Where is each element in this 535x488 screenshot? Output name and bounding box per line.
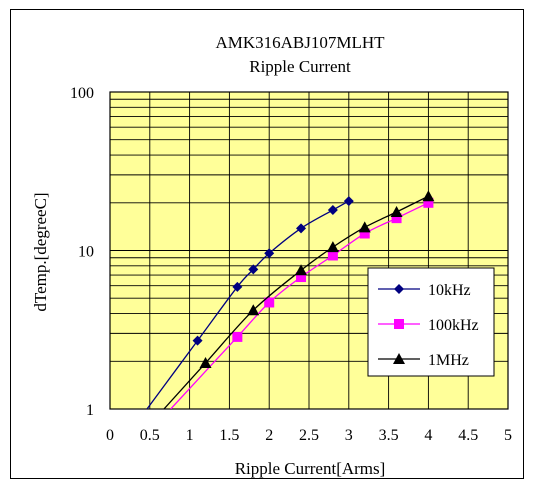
- axis-layer: 0 0.5 1 1.5 2 2.5 3 3.5 4 4.5 5 1 10 100: [70, 85, 512, 444]
- data-point-100kHz: [232, 331, 243, 342]
- x-tick-label: 3.5: [379, 427, 399, 444]
- data-point-100kHz: [359, 228, 370, 239]
- legend-marker-1MHz: [393, 353, 405, 364]
- data-point-10kHz: [248, 264, 259, 275]
- data-point-100kHz: [296, 272, 307, 283]
- data-point-100kHz: [327, 250, 338, 261]
- plot-border: [109, 91, 509, 410]
- x-tick-label: 0: [106, 427, 114, 444]
- data-point-10kHz: [232, 281, 243, 292]
- legend-label-1MHz: 1MHz: [428, 352, 469, 369]
- x-tick-label: 4.5: [458, 427, 478, 444]
- legend-box: [367, 267, 495, 377]
- data-point-10kHz: [327, 205, 338, 216]
- x-tick-label: 4: [424, 427, 432, 444]
- x-tick-label: 0.5: [140, 427, 160, 444]
- plot-area: [109, 91, 509, 410]
- data-point-10kHz: [296, 223, 307, 234]
- data-point-1MHz: [390, 205, 403, 217]
- y-tick-label: 10: [78, 244, 94, 261]
- x-axis-label: Ripple Current[Arms]: [235, 459, 386, 478]
- data-point-1MHz: [358, 221, 371, 233]
- x-tick-label: 2: [265, 427, 273, 444]
- chart-title: AMK316ABJ107MLHT: [215, 33, 385, 52]
- data-point-1MHz: [247, 304, 260, 316]
- legend: 10kHz 100kHz 1MHz: [367, 267, 495, 377]
- data-point-10kHz: [192, 335, 203, 346]
- x-tick-label: 1.5: [219, 427, 239, 444]
- y-axis-label: dTemp.[degreeC]: [31, 192, 50, 311]
- data-point-1MHz: [422, 190, 435, 202]
- x-tick-label: 2.5: [299, 427, 319, 444]
- x-tick-label: 3: [345, 427, 353, 444]
- data-point-10kHz: [343, 196, 354, 207]
- legend-marker-10kHz: [394, 284, 404, 294]
- data-point-1MHz: [199, 357, 212, 369]
- chart-subtitle: Ripple Current: [249, 57, 351, 76]
- legend-label-100kHz: 100kHz: [428, 317, 479, 334]
- data-point-1MHz: [326, 241, 339, 253]
- x-tick-label: 5: [504, 427, 512, 444]
- data-point-100kHz: [423, 197, 434, 208]
- data-point-10kHz: [264, 248, 275, 259]
- y-tick-label: 1: [86, 402, 94, 419]
- data-point-100kHz: [264, 297, 275, 308]
- data-point-100kHz: [391, 213, 402, 224]
- y-tick-label: 100: [70, 85, 94, 102]
- data-point-1MHz: [295, 264, 308, 276]
- series-layer: [146, 190, 435, 409]
- legend-label-10kHz: 10kHz: [428, 282, 471, 299]
- legend-marker-100kHz: [394, 319, 404, 329]
- x-tick-label: 1: [186, 427, 194, 444]
